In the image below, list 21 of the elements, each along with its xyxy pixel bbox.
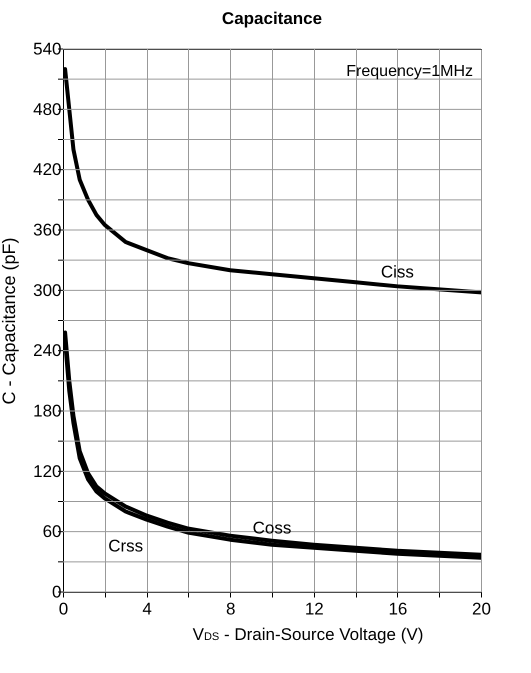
x-tick-label: 16 xyxy=(388,600,408,618)
y-tick-label: 240 xyxy=(33,341,62,360)
y-tick-label: 0 xyxy=(52,582,62,602)
y-tick-label: 420 xyxy=(33,160,62,180)
annotation: Frequency=1MHz xyxy=(346,63,473,80)
chart-title: Capacitance xyxy=(222,9,322,28)
y-axis-title: C - Capacitance (pF) xyxy=(0,237,20,405)
y-tick-label: 540 xyxy=(33,40,62,58)
series-label: Coss xyxy=(252,518,292,538)
series-label: Ciss xyxy=(380,262,414,282)
x-tick-label: 8 xyxy=(226,600,236,618)
series-label: Crss xyxy=(108,536,144,556)
y-tick-label: 360 xyxy=(33,220,62,240)
y-tick-label: 120 xyxy=(33,462,62,481)
y-tick-label: 180 xyxy=(33,402,62,420)
x-tick-label: 4 xyxy=(142,600,152,618)
x-tick-label: 12 xyxy=(304,600,324,618)
y-tick-label: 60 xyxy=(42,522,62,542)
x-tick-label: 20 xyxy=(472,600,491,618)
y-tick-label: 480 xyxy=(33,100,62,119)
y-tick-label: 300 xyxy=(33,280,62,300)
